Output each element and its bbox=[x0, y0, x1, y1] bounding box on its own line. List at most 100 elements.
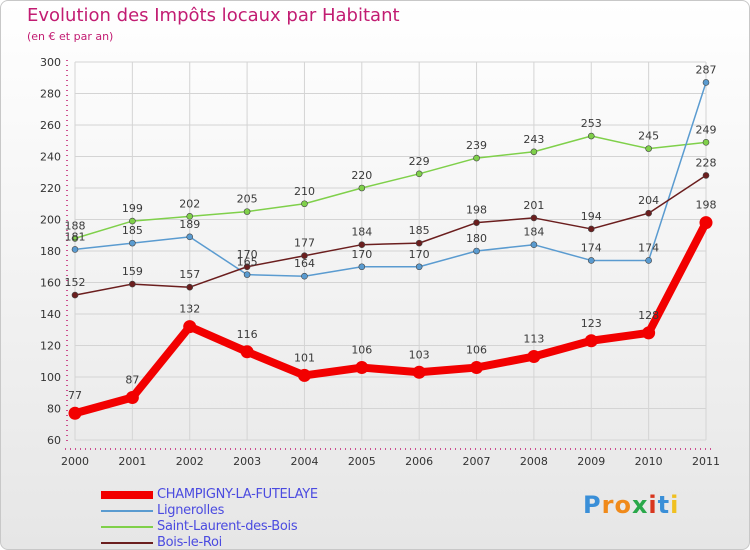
data-point-lignerolles bbox=[71, 246, 79, 253]
y-tick-label: 300 bbox=[40, 56, 61, 69]
data-point-lignerolles bbox=[301, 272, 308, 280]
x-tick-label: 2006 bbox=[405, 455, 433, 468]
data-label-lignerolles: 174 bbox=[638, 241, 659, 254]
data-point-saint-laurent-des-bois bbox=[186, 213, 194, 220]
data-point-champigny-la-futelaye bbox=[68, 406, 82, 420]
data-label-champigny-la-futelaye: 128 bbox=[638, 309, 659, 322]
data-label-champigny-la-futelaye: 116 bbox=[237, 328, 258, 341]
legend-swatch-champigny bbox=[101, 491, 153, 499]
x-tick-label: 2000 bbox=[61, 455, 89, 468]
y-tick-label: 240 bbox=[40, 151, 61, 164]
logo-letter: x bbox=[631, 491, 649, 519]
legend-item-lignerolles: Lignerolles bbox=[101, 503, 421, 519]
axes: 60 80 100 120 140 160 180 200 220 240 260 280 300 200… bbox=[40, 56, 720, 468]
data-point-bois-le-roi bbox=[645, 209, 652, 217]
data-label-lignerolles: 189 bbox=[179, 218, 200, 231]
logo-letter: i bbox=[670, 491, 680, 519]
legend-swatch-bois-le-roi bbox=[101, 542, 153, 544]
data-point-saint-laurent-des-bois bbox=[129, 217, 136, 225]
legend-label-bois-le-roi: Bois-le-Roi bbox=[157, 535, 222, 550]
y-tick-label: 280 bbox=[40, 88, 61, 101]
data-label-champigny-la-futelaye: 77 bbox=[68, 389, 82, 402]
data-label-lignerolles: 287 bbox=[696, 63, 717, 76]
data-point-champigny-la-futelaye bbox=[470, 361, 484, 375]
data-label-lignerolles: 174 bbox=[581, 241, 602, 254]
data-point-champigny-la-futelaye bbox=[642, 326, 656, 340]
x-tick-label: 2005 bbox=[348, 455, 376, 468]
data-label-bois-le-roi: 228 bbox=[696, 156, 717, 169]
logo-letter: r bbox=[601, 491, 615, 519]
x-tick-label: 2010 bbox=[635, 455, 663, 468]
data-point-champigny-la-futelaye bbox=[125, 390, 139, 404]
data-labels: 188 199 202 205 210 220 229 239 243 253 245 249 181 1… bbox=[65, 63, 717, 402]
data-point-lignerolles bbox=[473, 247, 480, 255]
data-label-champigny-la-futelaye: 198 bbox=[696, 199, 717, 212]
data-point-saint-laurent-des-bois bbox=[71, 235, 79, 242]
y-tick-label: 140 bbox=[40, 308, 61, 321]
legend-item-champigny: CHAMPIGNY-LA-FUTELAYE bbox=[101, 487, 421, 503]
data-label-bois-le-roi: 157 bbox=[179, 268, 200, 281]
data-label-bois-le-roi: 170 bbox=[237, 248, 258, 261]
y-tick-label: 220 bbox=[40, 182, 61, 195]
data-label-champigny-la-futelaye: 132 bbox=[179, 303, 200, 316]
series-lines bbox=[68, 79, 713, 420]
series-line-champigny-la-futelaye bbox=[71, 218, 710, 418]
y-tick-label: 160 bbox=[40, 277, 61, 290]
data-label-saint-laurent-des-bois: 205 bbox=[237, 193, 258, 206]
data-point-saint-laurent-des-bois bbox=[587, 132, 595, 140]
logo-letter: P bbox=[583, 491, 602, 519]
legend-item-saint-laurent: Saint-Laurent-des-Bois bbox=[101, 519, 421, 535]
data-point-champigny-la-futelaye bbox=[699, 216, 713, 230]
y-tick-label: 180 bbox=[40, 245, 61, 258]
data-point-bois-le-roi bbox=[129, 280, 136, 288]
y-tick-label: 200 bbox=[40, 214, 61, 227]
data-point-champigny-la-futelaye bbox=[240, 345, 254, 359]
data-label-bois-le-roi: 184 bbox=[351, 226, 372, 239]
data-point-lignerolles bbox=[645, 257, 652, 264]
data-label-saint-laurent-des-bois: 202 bbox=[179, 197, 200, 210]
data-label-bois-le-roi: 194 bbox=[581, 210, 602, 223]
data-label-lignerolles: 170 bbox=[351, 248, 372, 261]
data-label-saint-laurent-des-bois: 210 bbox=[294, 185, 315, 198]
data-label-champigny-la-futelaye: 101 bbox=[294, 351, 315, 364]
series-line-saint-laurent-des-bois bbox=[74, 135, 707, 240]
data-label-bois-le-roi: 204 bbox=[638, 194, 659, 207]
data-point-champigny-la-futelaye bbox=[412, 365, 426, 379]
series-line-bois-le-roi bbox=[74, 174, 707, 296]
data-point-lignerolles bbox=[186, 233, 194, 241]
data-point-lignerolles bbox=[243, 271, 251, 278]
x-tick-label: 2007 bbox=[463, 455, 491, 468]
data-point-bois-le-roi bbox=[702, 172, 710, 179]
data-point-saint-laurent-des-bois bbox=[702, 139, 710, 146]
data-point-bois-le-roi bbox=[71, 291, 79, 299]
data-label-saint-laurent-des-bois: 229 bbox=[409, 155, 430, 168]
legend: CHAMPIGNY-LA-FUTELAYE Lignerolles Saint-… bbox=[101, 487, 421, 550]
data-label-lignerolles: 164 bbox=[294, 257, 315, 270]
data-label-saint-laurent-des-bois: 199 bbox=[122, 202, 143, 215]
data-label-saint-laurent-des-bois: 253 bbox=[581, 117, 602, 130]
x-tick-label: 2003 bbox=[233, 455, 261, 468]
logo-letter: i bbox=[648, 491, 658, 519]
data-label-champigny-la-futelaye: 113 bbox=[523, 333, 544, 346]
proxiti-logo: Proxiti bbox=[583, 491, 679, 519]
y-tick-label: 80 bbox=[47, 403, 61, 416]
data-point-bois-le-roi bbox=[530, 214, 538, 222]
data-label-saint-laurent-des-bois: 249 bbox=[696, 123, 717, 136]
data-point-champigny-la-futelaye bbox=[355, 361, 369, 375]
data-label-saint-laurent-des-bois: 243 bbox=[523, 133, 544, 146]
data-label-lignerolles: 181 bbox=[65, 230, 86, 243]
legend-swatch-saint-laurent bbox=[101, 526, 153, 528]
y-tick-label: 120 bbox=[40, 340, 61, 353]
data-label-champigny-la-futelaye: 106 bbox=[466, 344, 487, 357]
x-tick-label: 2009 bbox=[577, 455, 605, 468]
data-point-bois-le-roi bbox=[301, 252, 308, 260]
data-point-lignerolles bbox=[415, 263, 423, 271]
legend-label-lignerolles: Lignerolles bbox=[157, 503, 225, 518]
data-point-lignerolles bbox=[702, 79, 710, 86]
x-tick-label: 2001 bbox=[118, 455, 146, 468]
data-label-lignerolles: 185 bbox=[122, 224, 143, 237]
grid-lines bbox=[74, 61, 707, 441]
data-point-bois-le-roi bbox=[473, 219, 480, 226]
data-label-champigny-la-futelaye: 103 bbox=[409, 348, 430, 361]
